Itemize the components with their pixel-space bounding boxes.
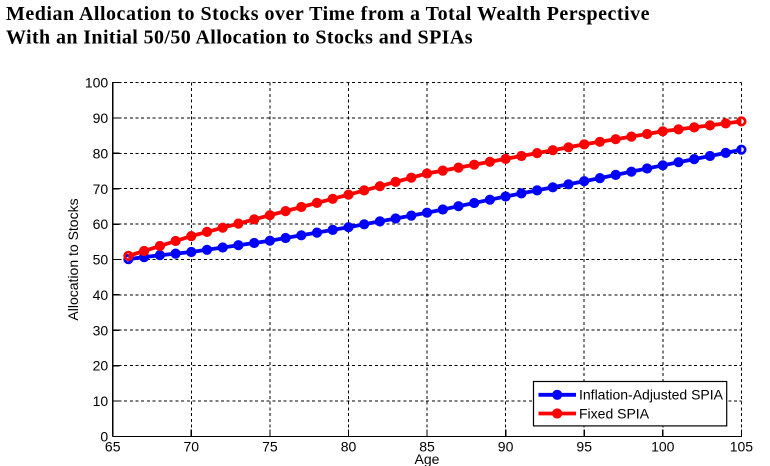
- svg-text:Median Allocation to Stocks ov: Median Allocation to Stocks over Time fr…: [6, 3, 650, 25]
- svg-text:90: 90: [498, 438, 514, 454]
- svg-text:100: 100: [651, 438, 675, 454]
- svg-text:70: 70: [93, 181, 109, 197]
- svg-text:50: 50: [93, 252, 109, 268]
- svg-text:95: 95: [576, 438, 592, 454]
- svg-text:10: 10: [93, 393, 109, 409]
- svg-text:65: 65: [105, 438, 121, 454]
- svg-text:40: 40: [93, 287, 109, 303]
- svg-text:60: 60: [93, 216, 109, 232]
- svg-text:85: 85: [419, 438, 435, 454]
- svg-text:With an Initial 50/50 Allocati: With an Initial 50/50 Allocation to Stoc…: [6, 27, 473, 49]
- svg-text:90: 90: [93, 110, 109, 126]
- svg-text:70: 70: [184, 438, 200, 454]
- svg-text:0: 0: [100, 429, 108, 445]
- svg-text:Allocation to Stocks: Allocation to Stocks: [65, 198, 81, 320]
- svg-text:Age: Age: [415, 451, 440, 466]
- svg-text:75: 75: [262, 438, 278, 454]
- svg-text:Inflation-Adjusted SPIA: Inflation-Adjusted SPIA: [579, 387, 724, 403]
- svg-text:80: 80: [341, 438, 357, 454]
- svg-text:80: 80: [93, 145, 109, 161]
- svg-text:Fixed SPIA: Fixed SPIA: [579, 405, 650, 421]
- svg-text:100: 100: [85, 75, 109, 91]
- svg-text:20: 20: [93, 358, 109, 374]
- svg-text:105: 105: [730, 438, 754, 454]
- svg-text:30: 30: [93, 322, 109, 338]
